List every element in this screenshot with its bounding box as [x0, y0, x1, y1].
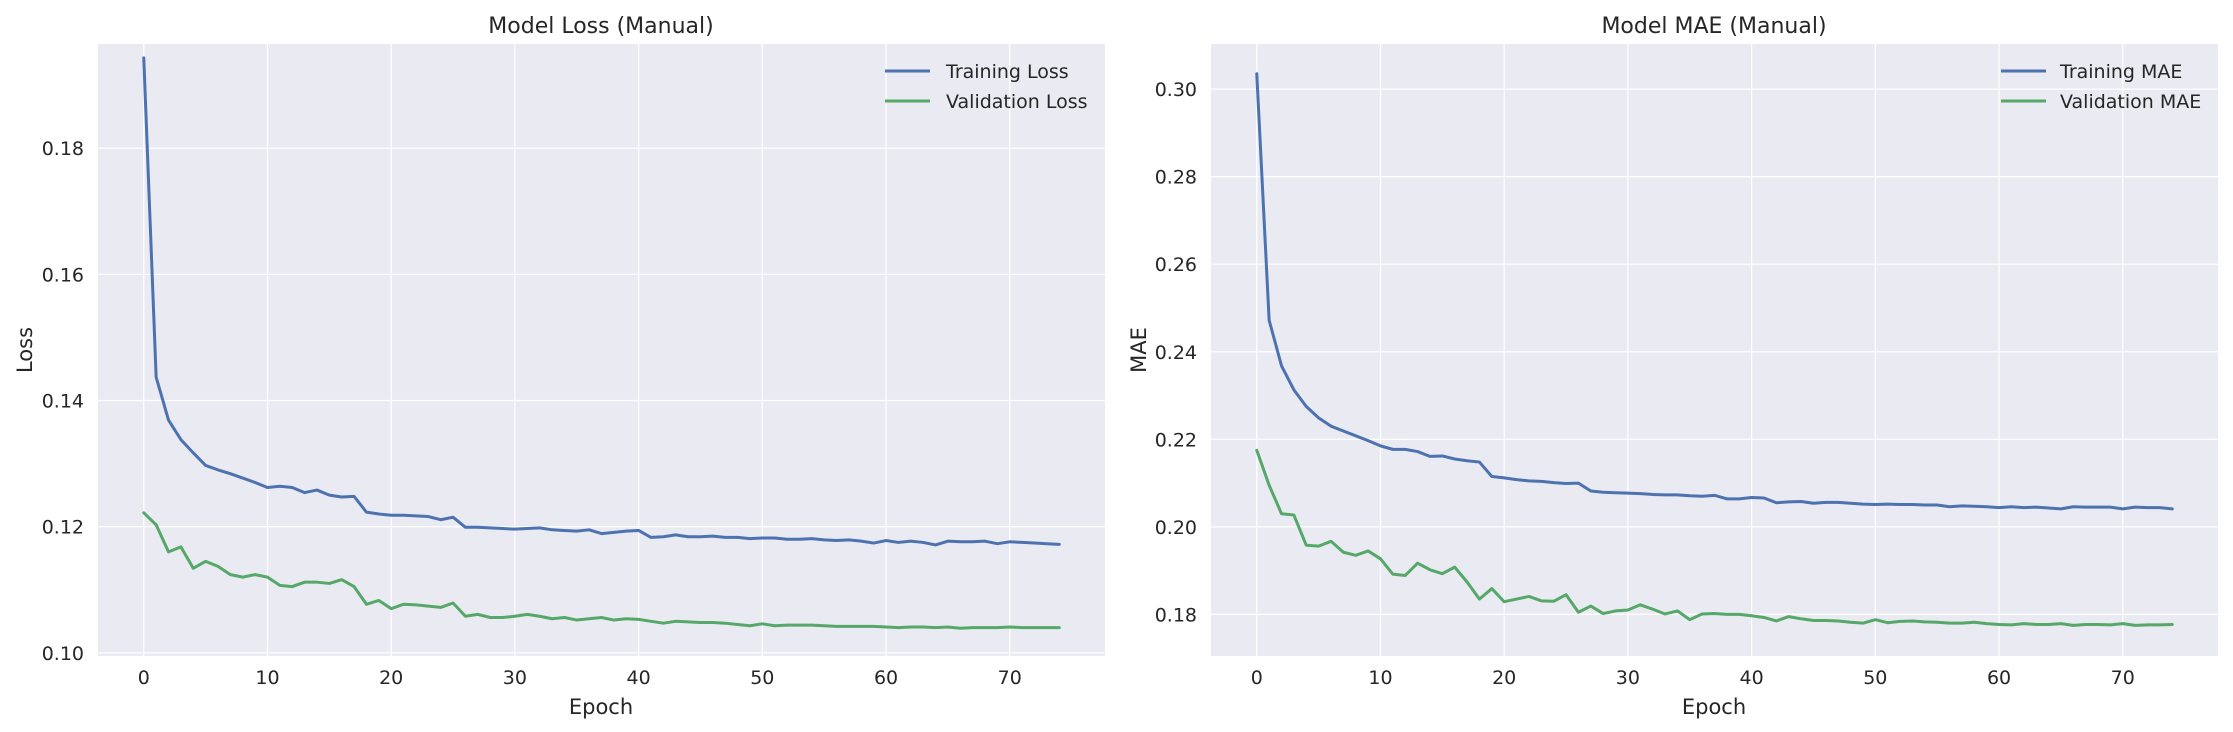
loss-plot-area: [98, 44, 1105, 656]
mae-x-tick-label: 50: [1863, 667, 1887, 689]
loss-x-tick-label: 0: [138, 667, 150, 689]
loss-x-tick-label: 70: [998, 667, 1022, 689]
mae-x-axis-label: Epoch: [1682, 695, 1746, 719]
mae-x-tick-label: 20: [1492, 667, 1516, 689]
loss-x-tick-label: 30: [503, 667, 527, 689]
mae-series-line-validation: [1255, 448, 2174, 627]
loss-legend: Training Loss Validation Loss: [885, 61, 1088, 113]
loss-y-tick-label: 0.16: [42, 264, 84, 286]
loss-x-axis-label: Epoch: [569, 695, 633, 719]
mae-series-lines: [1255, 72, 2174, 627]
loss-chart: 0 10 20 30 40 50 60 70 0.10 0.12 0.14 0.16 0.18 Mod…: [13, 14, 1105, 719]
mae-y-tick-label: 0.30: [1155, 79, 1197, 101]
mae-plot-area: [1211, 44, 2218, 656]
loss-x-tick-label: 60: [874, 667, 898, 689]
mae-x-tick-label: 70: [2111, 667, 2135, 689]
mae-series-line-training: [1255, 72, 2174, 511]
legend-label-validation-mae: Validation MAE: [2060, 91, 2201, 113]
mae-chart-title: Model MAE (Manual): [1601, 14, 1826, 39]
legend-label-training-mae: Training MAE: [2059, 61, 2182, 83]
mae-x-tick-label: 0: [1251, 667, 1263, 689]
loss-y-tick-label: 0.18: [42, 138, 84, 160]
mae-x-tick-label: 10: [1368, 667, 1392, 689]
mae-y-tick-label: 0.22: [1155, 429, 1197, 451]
loss-x-tick-label: 40: [627, 667, 651, 689]
loss-y-axis-label: Loss: [13, 327, 37, 373]
mae-x-tick-label: 60: [1987, 667, 2011, 689]
mae-y-tick-label: 0.20: [1155, 517, 1197, 539]
loss-x-tick-label: 10: [255, 667, 279, 689]
loss-chart-title: Model Loss (Manual): [488, 14, 713, 39]
loss-series-line-training: [142, 56, 1061, 547]
mae-y-ticks: 0.18 0.20 0.22 0.24 0.26 0.28 0.30: [1155, 79, 1197, 626]
loss-series-lines: [142, 56, 1061, 630]
loss-y-tick-label: 0.12: [42, 517, 84, 539]
mae-y-tick-label: 0.28: [1155, 167, 1197, 189]
loss-x-tick-label: 20: [379, 667, 403, 689]
mae-y-tick-label: 0.26: [1155, 254, 1197, 276]
loss-y-ticks: 0.10 0.12 0.14 0.16 0.18: [42, 138, 84, 665]
mae-x-tick-label: 40: [1740, 667, 1764, 689]
loss-y-tick-label: 0.10: [42, 643, 84, 665]
mae-x-tick-label: 30: [1616, 667, 1640, 689]
loss-y-tick-label: 0.14: [42, 390, 84, 412]
legend-label-validation-loss: Validation Loss: [946, 91, 1088, 113]
mae-chart: 0 10 20 30 40 50 60 70 0.18 0.20 0.22 0.24 0.26 0.28…: [1127, 14, 2218, 719]
loss-series-line-validation: [142, 511, 1061, 630]
mae-legend: Training MAE Validation MAE: [2001, 61, 2201, 113]
loss-x-tick-label: 50: [750, 667, 774, 689]
mae-y-tick-label: 0.18: [1155, 604, 1197, 626]
mae-y-tick-label: 0.24: [1155, 342, 1197, 364]
mae-y-axis-label: MAE: [1127, 327, 1151, 373]
mae-x-ticks: 0 10 20 30 40 50 60 70: [1251, 667, 2135, 689]
loss-x-ticks: 0 10 20 30 40 50 60 70: [138, 667, 1022, 689]
loss-grid: [98, 44, 1105, 656]
legend-label-training-loss: Training Loss: [945, 61, 1069, 83]
